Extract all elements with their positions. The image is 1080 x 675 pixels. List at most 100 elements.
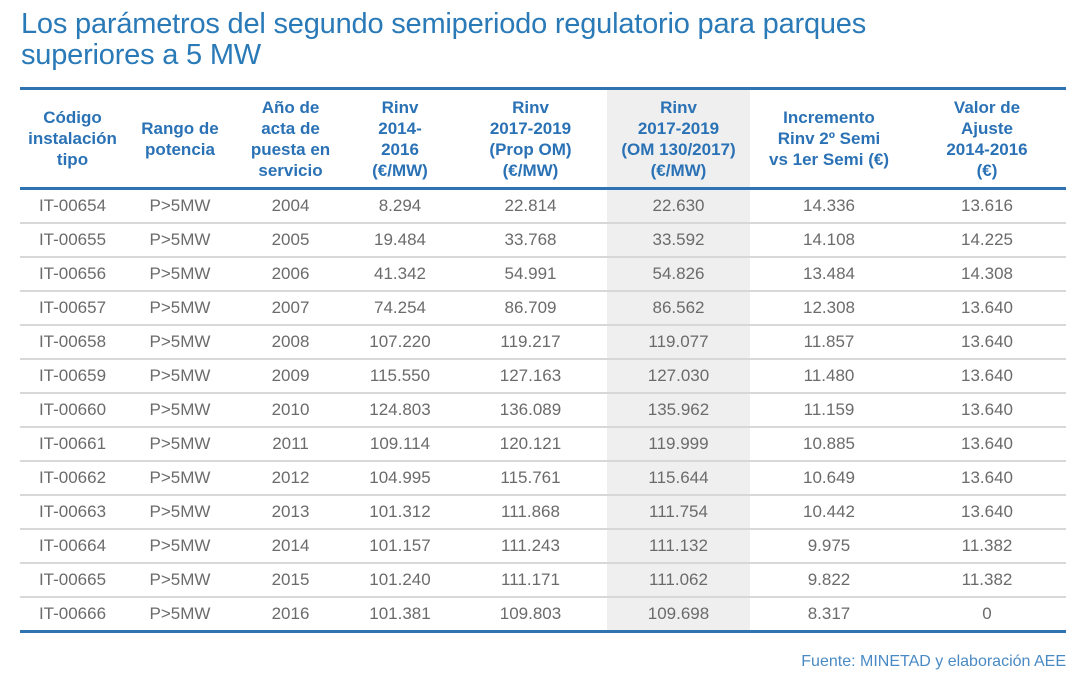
column-header-anio: Año de acta de puesta en servicio — [235, 87, 346, 190]
cell-rinv-om-130-2017: 111.062 — [607, 563, 750, 598]
table-row: IT-00664 P>5MW 2014 101.157 111.243 111.132 9.… — [20, 529, 1066, 564]
cell-valor-ajuste: 13.640 — [908, 393, 1066, 428]
cell-valor-ajuste: 0 — [908, 597, 1066, 633]
header-line: (OM 130/2017) — [621, 139, 736, 159]
cell-rinv-2014-2016: 104.995 — [346, 461, 454, 496]
cell-codigo: IT-00658 — [20, 325, 125, 360]
header-line: Rango de — [141, 118, 219, 138]
cell-rinv-prop-om: 109.803 — [454, 597, 607, 633]
cell-incremento: 14.336 — [750, 188, 908, 224]
header-line: (€/MW) — [650, 160, 707, 180]
cell-valor-ajuste: 13.640 — [908, 325, 1066, 360]
header-line: Año de — [261, 97, 320, 117]
cell-incremento: 12.308 — [750, 291, 908, 326]
cell-rinv-om-130-2017: 127.030 — [607, 359, 750, 394]
cell-codigo: IT-00662 — [20, 461, 125, 496]
cell-rinv-2014-2016: 124.803 — [346, 393, 454, 428]
cell-rango: P>5MW — [125, 563, 235, 598]
table-row: IT-00662 P>5MW 2012 104.995 115.761 115.644 10… — [20, 461, 1066, 496]
cell-rinv-2014-2016: 101.240 — [346, 563, 454, 598]
table-row: IT-00663 P>5MW 2013 101.312 111.868 111.754 10… — [20, 495, 1066, 530]
parameters-table: Código instalación tipo Rango de potencia Año… — [20, 87, 1066, 633]
table-body: IT-00654 P>5MW 2004 8.294 22.814 22.630 14.336… — [20, 188, 1066, 633]
title-line-2: superiores a 5 MW — [21, 39, 261, 71]
cell-rinv-prop-om: 111.243 — [454, 529, 607, 564]
column-header-rinv-2014-2016: Rinv 2014- 2016 (€/MW) — [346, 87, 454, 190]
header-line: acta de — [261, 118, 320, 138]
cell-valor-ajuste: 14.308 — [908, 257, 1066, 292]
cell-incremento: 14.108 — [750, 223, 908, 258]
cell-anio: 2014 — [235, 529, 346, 564]
cell-incremento: 10.442 — [750, 495, 908, 530]
cell-rango: P>5MW — [125, 495, 235, 530]
cell-rinv-prop-om: 120.121 — [454, 427, 607, 462]
cell-incremento: 11.480 — [750, 359, 908, 394]
cell-rinv-prop-om: 136.089 — [454, 393, 607, 428]
header-line: Ajuste — [961, 118, 1013, 138]
cell-rango: P>5MW — [125, 291, 235, 326]
table-row: IT-00666 P>5MW 2016 101.381 109.803 109.698 8.… — [20, 597, 1066, 633]
cell-anio: 2011 — [235, 427, 346, 462]
cell-rinv-2014-2016: 115.550 — [346, 359, 454, 394]
cell-valor-ajuste: 14.225 — [908, 223, 1066, 258]
table-row: IT-00661 P>5MW 2011 109.114 120.121 119.999 10… — [20, 427, 1066, 462]
table-row: IT-00655 P>5MW 2005 19.484 33.768 33.592 14.10… — [20, 223, 1066, 258]
header-line: (€/MW) — [372, 160, 428, 180]
cell-anio: 2013 — [235, 495, 346, 530]
cell-valor-ajuste: 13.640 — [908, 359, 1066, 394]
cell-rinv-2014-2016: 41.342 — [346, 257, 454, 292]
header-line: 2017-2019 — [637, 118, 720, 138]
cell-anio: 2008 — [235, 325, 346, 360]
cell-rinv-om-130-2017: 135.962 — [607, 393, 750, 428]
cell-incremento: 13.484 — [750, 257, 908, 292]
cell-valor-ajuste: 13.640 — [908, 461, 1066, 496]
cell-rinv-om-130-2017: 33.592 — [607, 223, 750, 258]
cell-anio: 2009 — [235, 359, 346, 394]
cell-rinv-prop-om: 115.761 — [454, 461, 607, 496]
cell-codigo: IT-00659 — [20, 359, 125, 394]
column-header-rango: Rango de potencia — [125, 87, 235, 190]
cell-codigo: IT-00656 — [20, 257, 125, 292]
cell-rinv-2014-2016: 101.312 — [346, 495, 454, 530]
header-line: (€) — [976, 160, 998, 180]
cell-rango: P>5MW — [125, 325, 235, 360]
title-line-1: Los parámetros del segundo semiperiodo r… — [21, 8, 867, 40]
cell-rango: P>5MW — [125, 257, 235, 292]
table-row: IT-00659 P>5MW 2009 115.550 127.163 127.030 11… — [20, 359, 1066, 394]
column-header-incremento: Incremento Rinv 2º Semi vs 1er Semi (€) — [750, 87, 908, 190]
cell-rinv-2014-2016: 109.114 — [346, 427, 454, 462]
header-line: 2017-2019 — [489, 118, 572, 138]
cell-valor-ajuste: 11.382 — [908, 563, 1066, 598]
cell-rinv-prop-om: 22.814 — [454, 188, 607, 224]
cell-incremento: 10.649 — [750, 461, 908, 496]
cell-rinv-prop-om: 54.991 — [454, 257, 607, 292]
header-line: Rinv 2º Semi — [777, 129, 881, 148]
cell-rinv-2014-2016: 101.381 — [346, 597, 454, 633]
cell-rinv-om-130-2017: 86.562 — [607, 291, 750, 326]
cell-incremento: 10.885 — [750, 427, 908, 462]
cell-rinv-2014-2016: 107.220 — [346, 325, 454, 360]
header-line: vs 1er Semi (€) — [768, 150, 889, 169]
cell-anio: 2016 — [235, 597, 346, 633]
cell-valor-ajuste: 13.616 — [908, 188, 1066, 224]
header-line: Valor de — [953, 97, 1021, 117]
cell-incremento: 9.975 — [750, 529, 908, 564]
cell-rango: P>5MW — [125, 223, 235, 258]
cell-rinv-prop-om: 111.868 — [454, 495, 607, 530]
header-line: puesta en — [250, 139, 331, 159]
table-row: IT-00654 P>5MW 2004 8.294 22.814 22.630 14.336… — [20, 188, 1066, 224]
cell-rinv-om-130-2017: 22.630 — [607, 188, 750, 224]
cell-rinv-om-130-2017: 109.698 — [607, 597, 750, 633]
cell-anio: 2010 — [235, 393, 346, 428]
header-line: tipo — [56, 150, 89, 169]
cell-rinv-prop-om: 86.709 — [454, 291, 607, 326]
header-line: instalación — [28, 129, 117, 148]
header-line: 2016 — [381, 139, 419, 159]
page-title: Los parámetros del segundo semiperiodo r… — [21, 9, 1061, 71]
header-line: Rinv — [512, 97, 549, 117]
cell-rinv-2014-2016: 101.157 — [346, 529, 454, 564]
cell-valor-ajuste: 13.640 — [908, 291, 1066, 326]
cell-rinv-om-130-2017: 119.999 — [607, 427, 750, 462]
header-line: Rinv — [381, 97, 419, 117]
cell-valor-ajuste: 11.382 — [908, 529, 1066, 564]
